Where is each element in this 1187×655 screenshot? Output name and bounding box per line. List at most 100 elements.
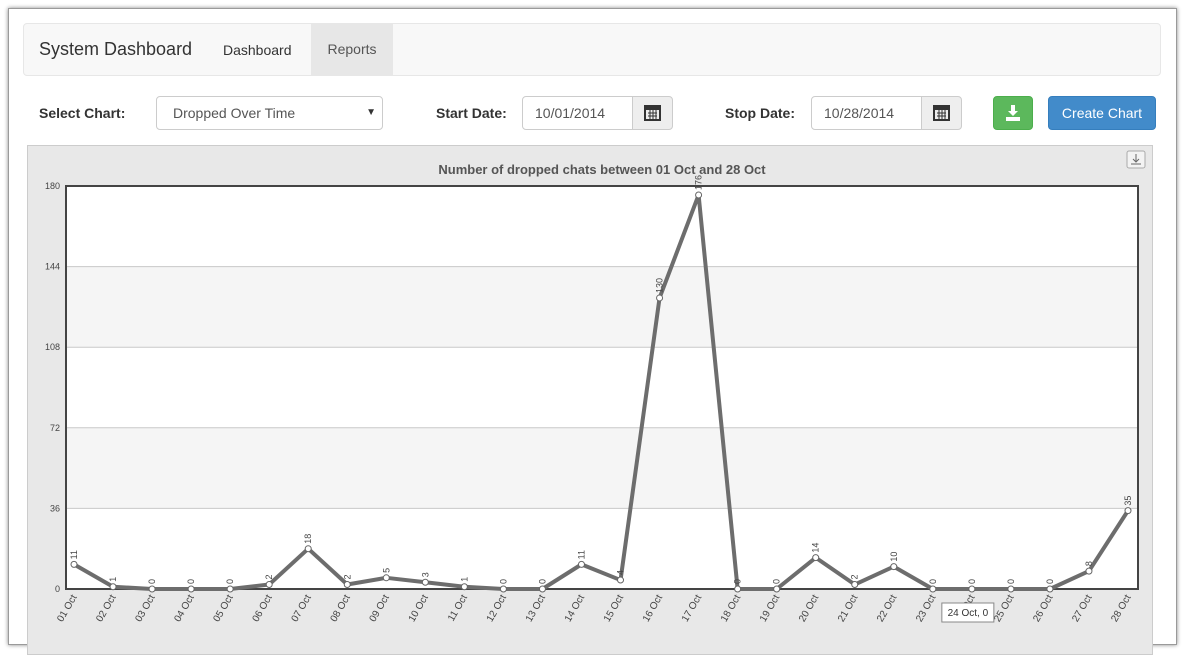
chart-select[interactable]: Dropped Over Time ▼: [156, 96, 383, 130]
nav-item-active[interactable]: Reports: [311, 24, 393, 75]
chart: Number of dropped chats between 01 Oct a…: [45, 150, 1146, 624]
x-tick-label: 06 Oct: [251, 593, 275, 624]
data-label: 0: [733, 579, 743, 584]
point: [929, 585, 937, 593]
x-tick-label: 23 Oct: [914, 593, 938, 624]
data-label: 2: [850, 575, 860, 580]
x-tick-label: 04 Oct: [172, 593, 196, 624]
x-tick-label: 03 Oct: [133, 593, 157, 624]
grid-band: [66, 427, 1138, 509]
export-icon: [1131, 154, 1141, 165]
calendar-button[interactable]: [632, 96, 673, 130]
point: [773, 585, 781, 593]
x-tick-label: 18 Oct: [719, 593, 743, 624]
point: [343, 581, 351, 589]
data-label: 2: [342, 575, 352, 580]
x-tick-label: 21 Oct: [836, 593, 860, 624]
x-tick-label: 25 Oct: [992, 593, 1016, 624]
x-tick-label: 14 Oct: [563, 593, 587, 624]
y-tick-label: 36: [50, 503, 60, 513]
x-tick-label: 27 Oct: [1070, 593, 1094, 624]
data-label: 0: [186, 579, 196, 584]
point: [1007, 585, 1015, 593]
tooltip: 24 Oct, 0: [948, 608, 989, 619]
point: [538, 585, 546, 593]
data-label: 18: [303, 534, 313, 544]
y-tick-label: 72: [50, 423, 60, 433]
chart-title: Number of dropped chats between 01 Oct a…: [438, 162, 766, 177]
point: [148, 585, 156, 593]
y-tick-label: 108: [45, 342, 60, 352]
x-tick-label: 22 Oct: [875, 593, 899, 624]
point: [187, 585, 195, 593]
data-label: 14: [811, 543, 821, 553]
start-label: Start Date:: [436, 105, 507, 121]
stop-label: Stop Date:: [725, 105, 795, 121]
point: [460, 583, 468, 591]
data-label: 130: [655, 278, 665, 293]
point: [382, 574, 390, 582]
point: [304, 545, 312, 553]
point: [1085, 567, 1093, 575]
calendar-icon: [933, 105, 950, 121]
point: [421, 578, 429, 586]
download-icon: [1006, 105, 1020, 121]
stop-input[interactable]: 10/28/2014: [811, 96, 922, 130]
data-label: 2: [264, 575, 274, 580]
data-label: 1: [459, 577, 469, 582]
plot-area: [66, 186, 1138, 589]
point: [812, 554, 820, 562]
point: [577, 560, 585, 568]
x-tick-label: 07 Oct: [290, 593, 314, 624]
x-tick-label: 05 Oct: [211, 593, 235, 624]
x-tick-label: 09 Oct: [368, 593, 392, 624]
caret: ▼: [366, 107, 376, 118]
x-tick-label: 26 Oct: [1031, 593, 1055, 624]
y-tick-label: 0: [55, 584, 60, 594]
x-tick-label: 08 Oct: [329, 593, 353, 624]
x-tick-label: 17 Oct: [680, 593, 704, 624]
data-label: 0: [967, 579, 977, 584]
data-label: 3: [420, 572, 430, 577]
point: [70, 560, 78, 568]
x-tick-label: 20 Oct: [797, 593, 821, 624]
data-label: 0: [537, 579, 547, 584]
data-label: 1: [108, 577, 118, 582]
data-label: 0: [1045, 579, 1055, 584]
grid-band: [66, 266, 1138, 348]
data-label: 11: [69, 550, 79, 559]
select-label: Select Chart:: [39, 105, 126, 121]
point: [109, 583, 117, 591]
navbar: [23, 23, 1161, 76]
x-tick-label: 13 Oct: [524, 593, 548, 624]
x-tick-label: 01 Oct: [55, 593, 79, 624]
x-tick-label: 19 Oct: [758, 593, 782, 624]
brand[interactable]: System Dashboard: [39, 39, 193, 59]
data-label: 35: [1123, 496, 1133, 506]
calendar-button[interactable]: [921, 96, 962, 130]
point: [890, 563, 898, 571]
data-label: 11: [576, 550, 586, 559]
point: [1124, 507, 1132, 515]
x-tick-label: 15 Oct: [602, 593, 626, 624]
y-tick-label: 180: [45, 181, 60, 191]
point: [617, 576, 625, 584]
point: [1046, 585, 1054, 593]
point: [851, 581, 859, 589]
x-tick-label: 11 Oct: [446, 593, 470, 624]
x-tick-label: 02 Oct: [94, 593, 118, 624]
data-label: 10: [889, 552, 899, 562]
x-tick-label: 16 Oct: [641, 593, 665, 624]
y-tick-label: 144: [45, 262, 60, 272]
point: [226, 585, 234, 593]
point: [695, 191, 703, 199]
download-button[interactable]: [993, 96, 1033, 130]
line: [73, 192, 1130, 591]
create-chart-button[interactable]: Create Chart: [1048, 96, 1156, 130]
nav-item[interactable]: Dashboard: [223, 42, 292, 58]
data-label: 5: [381, 568, 391, 573]
start-input[interactable]: 10/01/2014: [522, 96, 633, 130]
point: [734, 585, 742, 593]
x-tick-label: 12 Oct: [485, 593, 509, 624]
